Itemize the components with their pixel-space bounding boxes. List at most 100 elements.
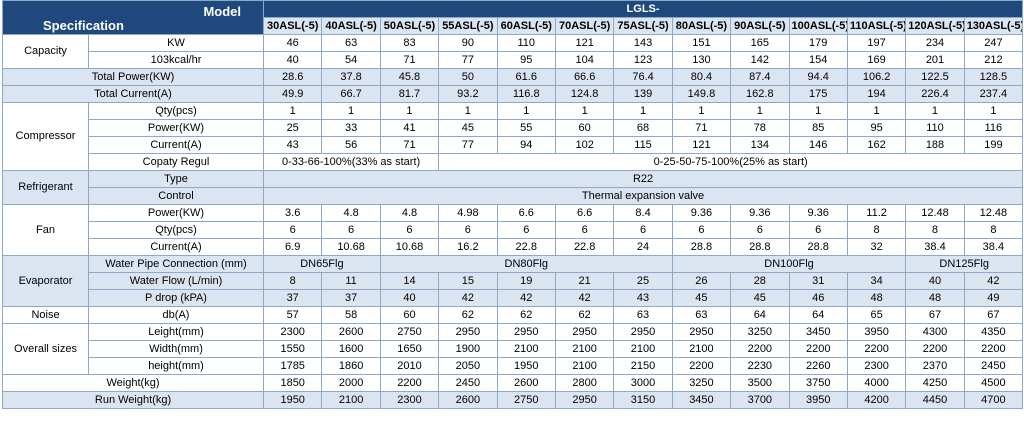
value-cell: 2750 bbox=[379, 323, 440, 341]
model-name: 130ASL(-5) bbox=[963, 17, 1024, 35]
value-cell: 2200 bbox=[379, 374, 440, 392]
value-cell: 58 bbox=[321, 306, 381, 324]
value-cell: 1785 bbox=[262, 357, 323, 375]
value-cell: 45.8 bbox=[379, 68, 440, 86]
value-cell: 67 bbox=[905, 306, 965, 324]
value-cell: 4000 bbox=[846, 374, 907, 392]
row-label: 103kcal/hr bbox=[88, 51, 264, 69]
value-cell: 12.48 bbox=[905, 204, 965, 222]
value-cell: 42 bbox=[963, 272, 1024, 290]
value-cell: 4200 bbox=[846, 391, 907, 409]
table-row: P drop (kPA) 37 37 40 42 42 42 43 45 45 46 48 48 49 bbox=[2, 289, 1024, 307]
value-cell: 2100 bbox=[321, 391, 381, 409]
value-cell: 8 bbox=[846, 221, 907, 239]
table-row: Water Flow (L/min) 8 11 14 15 19 21 25 26 28 31 34 4… bbox=[2, 272, 1024, 290]
value-cell: 55 bbox=[496, 119, 556, 137]
value-cell: 149.8 bbox=[671, 85, 732, 103]
row-label: Type bbox=[88, 170, 264, 188]
value-cell: 188 bbox=[905, 136, 965, 154]
value-cell: 19 bbox=[496, 272, 556, 290]
value-cell: 3500 bbox=[730, 374, 790, 392]
row-label: Power(KW) bbox=[88, 119, 264, 137]
value-cell: 2300 bbox=[262, 323, 323, 341]
value-cell: 90 bbox=[438, 34, 498, 52]
value-cell: 66.7 bbox=[321, 85, 381, 103]
value-cell: 3950 bbox=[788, 391, 848, 409]
value-cell: 2950 bbox=[438, 323, 498, 341]
value-cell: 37 bbox=[321, 289, 381, 307]
value-cell: 54 bbox=[321, 51, 381, 69]
value-cell: 93.2 bbox=[438, 85, 498, 103]
value-cell: 34 bbox=[846, 272, 907, 290]
row-label: Total Current(A) bbox=[2, 85, 264, 103]
value-cell: 6.9 bbox=[262, 238, 323, 256]
value-cell: DN100Flg bbox=[671, 255, 907, 273]
model-name: 30ASL(-5) bbox=[262, 17, 323, 35]
value-cell: 6 bbox=[730, 221, 790, 239]
model-name: 40ASL(-5) bbox=[321, 17, 381, 35]
value-cell: 9.36 bbox=[730, 204, 790, 222]
value-cell: 2200 bbox=[963, 340, 1024, 358]
row-label: KW bbox=[88, 34, 264, 52]
value-cell: 2950 bbox=[613, 323, 673, 341]
row-label: height(mm) bbox=[88, 357, 264, 375]
value-cell: 1 bbox=[438, 102, 498, 120]
value-cell: 6 bbox=[788, 221, 848, 239]
value-cell: 4.98 bbox=[438, 204, 498, 222]
model-name: 110ASL(-5) bbox=[846, 17, 907, 35]
row-label: Weight(kg) bbox=[2, 374, 264, 392]
value-cell: 1600 bbox=[321, 340, 381, 358]
value-cell: 124.8 bbox=[554, 85, 615, 103]
value-cell: 60 bbox=[379, 306, 440, 324]
value-cell: 62 bbox=[554, 306, 615, 324]
table-row: Weight(kg) 1850 2000 2200 2450 2600 2800 3000 32… bbox=[2, 374, 1024, 392]
value-cell: 60 bbox=[554, 119, 615, 137]
value-cell: 2230 bbox=[730, 357, 790, 375]
value-cell: 2260 bbox=[788, 357, 848, 375]
value-cell: 1 bbox=[730, 102, 790, 120]
value-cell: 42 bbox=[496, 289, 556, 307]
value-cell: 25 bbox=[613, 272, 673, 290]
row-label: Total Power(KW) bbox=[2, 68, 264, 86]
value-cell: 21 bbox=[554, 272, 615, 290]
value-cell: 8 bbox=[963, 221, 1024, 239]
value-cell: 1 bbox=[671, 102, 732, 120]
value-cell: 102 bbox=[554, 136, 615, 154]
value-cell: 40 bbox=[379, 289, 440, 307]
row-label: Current(A) bbox=[88, 136, 264, 154]
value-cell: 2370 bbox=[905, 357, 965, 375]
value-cell: 4350 bbox=[963, 323, 1024, 341]
value-cell: 234 bbox=[905, 34, 965, 52]
value-cell: 46 bbox=[788, 289, 848, 307]
table-row: Power(KW) 25 33 41 45 55 60 68 71 78 85 95 110 116 bbox=[3, 119, 1024, 137]
value-cell: 123 bbox=[613, 51, 673, 69]
value-cell: 2100 bbox=[613, 340, 673, 358]
value-cell: 71 bbox=[379, 136, 440, 154]
header-corner: Specification Model bbox=[2, 0, 264, 35]
table-row: Run Weight(kg) 1950 2100 2300 2600 2750 2950 31… bbox=[2, 391, 1024, 409]
value-cell: 2100 bbox=[554, 357, 615, 375]
value-cell: 2000 bbox=[321, 374, 381, 392]
value-cell: 4250 bbox=[905, 374, 965, 392]
value-cell: 2100 bbox=[554, 340, 615, 358]
table-row: Current(A) 43 56 71 77 94 102 115 121 134 146 162 18… bbox=[3, 136, 1024, 154]
value-cell: 1860 bbox=[321, 357, 381, 375]
value-cell: 6 bbox=[613, 221, 673, 239]
value-cell: 16.2 bbox=[438, 238, 498, 256]
value-cell: 1950 bbox=[262, 391, 323, 409]
value-cell: 1 bbox=[613, 102, 673, 120]
value-cell: 37 bbox=[262, 289, 323, 307]
value-cell: 1 bbox=[379, 102, 440, 120]
series-title: LGLS- bbox=[262, 0, 1024, 18]
value-cell: 80.4 bbox=[671, 68, 732, 86]
value-cell: 10.68 bbox=[321, 238, 381, 256]
group-label: Evaporator bbox=[2, 255, 89, 307]
value-cell: 2600 bbox=[438, 391, 498, 409]
value-cell: 71 bbox=[671, 119, 732, 137]
value-cell: 1 bbox=[554, 102, 615, 120]
value-cell: 3450 bbox=[671, 391, 732, 409]
value-cell: 237.4 bbox=[963, 85, 1024, 103]
value-cell: 169 bbox=[846, 51, 907, 69]
value-cell: 28.8 bbox=[730, 238, 790, 256]
row-label: Water Pipe Connection (mm) bbox=[88, 255, 264, 273]
